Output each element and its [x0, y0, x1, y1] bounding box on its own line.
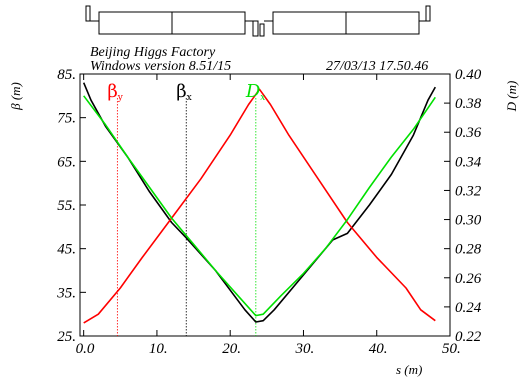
x-tick-label: 20.: [222, 341, 241, 357]
series-labels: βy βx Dx: [107, 81, 265, 103]
x-tick-label: 10.: [149, 341, 168, 357]
series-curves: [82, 82, 436, 324]
x-tick-label: 40.: [369, 341, 388, 357]
beta-x-label: βx: [176, 81, 191, 103]
version-label: Windows version 8.51/15: [90, 59, 231, 74]
program-name: Beijing Higgs Factory: [90, 45, 216, 60]
y-left-tick-label: 65.: [57, 154, 76, 170]
x-tick-label: 50.: [442, 341, 461, 357]
series-markers: [116, 98, 257, 336]
y-right-tick-label: 0.30: [455, 213, 482, 229]
y-right-axis-label: D (m): [504, 81, 519, 113]
y-left-tick-label: 55.: [57, 198, 76, 214]
beta-x-curve: [82, 82, 436, 323]
axis-ticks: 0.0 10. 20. 30. 40. 50. 25. 35. 45. 55. 65. 75. 85. 0…: [56, 67, 482, 357]
y-right-tick-label: 0.22: [455, 329, 482, 345]
beta-y-label: βy: [107, 81, 123, 103]
y-left-tick-label: 45.: [57, 242, 76, 258]
plot-frame: [79, 73, 451, 337]
y-right-tick-label: 0.36: [455, 125, 482, 141]
x-tick-label: 0.0: [76, 341, 95, 357]
y-right-tick-label: 0.24: [455, 300, 482, 316]
x-axis-label: s (m): [396, 362, 422, 377]
lattice-drift-marker-left: [85, 5, 91, 22]
y-right-tick-label: 0.26: [455, 271, 482, 287]
lattice-sextupole: [259, 23, 265, 37]
lattice-quadrupole: [252, 20, 259, 37]
y-left-axis-label: β (m): [8, 82, 23, 111]
y-right-tick-label: 0.28: [455, 242, 482, 258]
y-left-tick-label: 25.: [57, 329, 76, 345]
dispersion-x-curve: [83, 95, 436, 317]
y-left-tick-label: 35.: [56, 285, 76, 301]
y-right-tick-label: 0.32: [455, 183, 482, 199]
y-left-tick-label: 85.: [57, 67, 76, 83]
y-right-tick-label: 0.40: [455, 67, 482, 83]
y-left-tick-label: 75.: [57, 111, 76, 127]
x-tick-label: 30.: [294, 341, 314, 357]
lattice-schematic: [85, 5, 431, 37]
dispersion-x-label: Dx: [245, 81, 266, 103]
beta-y-curve: [83, 88, 436, 324]
lattice-drift-marker-right: [425, 5, 431, 22]
y-right-tick-label: 0.34: [455, 154, 482, 170]
y-right-tick-label: 0.38: [455, 96, 482, 112]
timestamp: 27/03/13 17.50.46: [326, 59, 428, 74]
